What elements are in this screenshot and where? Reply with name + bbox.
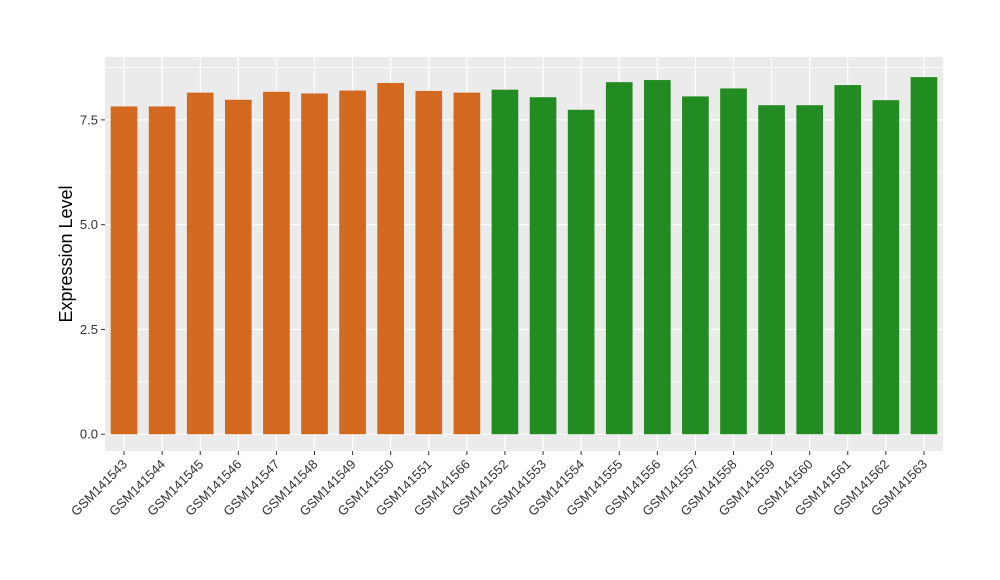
bar-GSM141553 <box>529 97 557 435</box>
bars <box>110 77 938 435</box>
bar-GSM141562 <box>872 100 900 435</box>
bar-GSM141549 <box>339 90 366 435</box>
bar-GSM141563 <box>910 77 938 435</box>
bar-GSM141543 <box>110 106 138 435</box>
bar-GSM141550 <box>377 82 405 435</box>
bar-GSM141546 <box>224 99 252 435</box>
bar-GSM141548 <box>301 93 328 435</box>
y-tick-label: 5.0 <box>80 217 98 232</box>
bar-GSM141555 <box>605 82 633 435</box>
y-tick-label: 0.0 <box>80 427 98 442</box>
bar-GSM141544 <box>148 106 176 435</box>
bar-GSM141558 <box>720 88 747 435</box>
bar-GSM141566 <box>453 92 481 435</box>
y-tick-label: 2.5 <box>80 322 98 337</box>
bar-GSM141547 <box>263 91 290 435</box>
bar-GSM141560 <box>796 105 824 435</box>
bar-GSM141552 <box>491 89 519 435</box>
y-axis-title: Expression Level <box>56 185 76 322</box>
bar-GSM141557 <box>682 96 709 435</box>
x-axis-ticks: GSM141543GSM141544GSM141545GSM141546GSM1… <box>68 451 930 519</box>
y-axis-ticks: 0.0 2.5 5.0 7.5 <box>80 112 105 442</box>
bar-GSM141556 <box>643 80 671 435</box>
bar-GSM141551 <box>415 90 443 435</box>
y-tick-label: 7.5 <box>80 112 98 127</box>
bar-GSM141561 <box>834 85 862 435</box>
bar-GSM141554 <box>567 109 595 435</box>
bar-GSM141559 <box>758 105 785 435</box>
bar-GSM141545 <box>186 92 214 435</box>
